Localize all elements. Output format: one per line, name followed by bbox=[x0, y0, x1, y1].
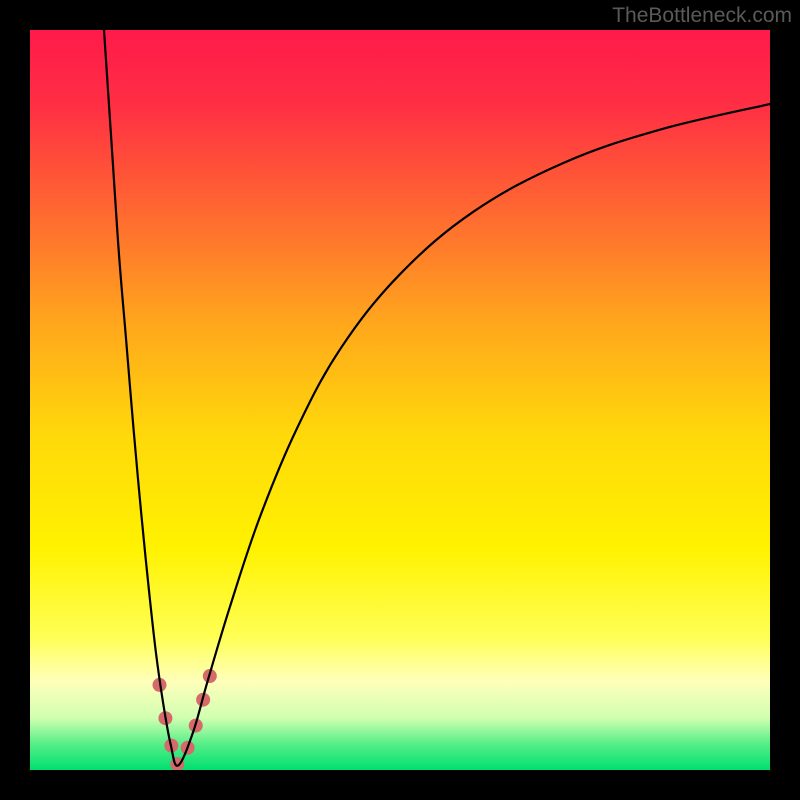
chart-curve-line bbox=[104, 30, 770, 766]
bottleneck-chart bbox=[30, 30, 770, 770]
chart-plot-area bbox=[30, 30, 770, 770]
watermark-text: TheBottleneck.com bbox=[612, 4, 792, 28]
